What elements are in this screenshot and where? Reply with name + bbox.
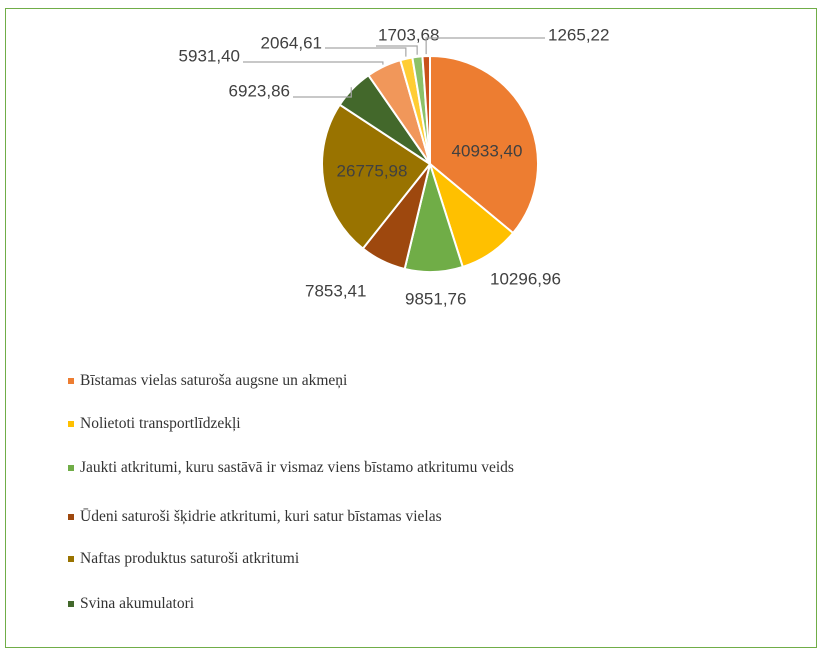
leader-line (243, 61, 384, 65)
legend-swatch (68, 421, 74, 427)
leader-line (425, 37, 545, 55)
legend-label: Ūdeni saturoši šķidrie atkritumi, kuri s… (80, 508, 442, 525)
pie-slice (429, 54, 539, 235)
legend-item: Bīstamas vielas saturoša augsne un akmeņ… (68, 372, 620, 390)
legend-item: Jaukti atkritumi, kuru sastāvā ir vismaz… (68, 459, 620, 477)
data-label: 26775,98 (337, 161, 408, 180)
leader-line (376, 45, 418, 55)
legend-label: Jaukti atkritumi, kuru sastāvā ir vismaz… (80, 459, 514, 476)
data-label: 40933,40 (452, 141, 523, 160)
legend-swatch (68, 601, 74, 607)
data-label: 5931,40 (179, 46, 240, 65)
legend-label: Nolietoti transportlīdzekļi (80, 415, 241, 432)
data-label: 2064,61 (261, 33, 322, 52)
leader-line (293, 87, 352, 98)
chart-frame (5, 8, 817, 648)
data-label: 7853,41 (305, 281, 366, 300)
legend-swatch (68, 556, 74, 562)
data-label: 10296,96 (490, 269, 561, 288)
legend-item: Svina akumulatori (68, 595, 620, 613)
legend-item: Ūdeni saturoši šķidrie atkritumi, kuri s… (68, 508, 620, 526)
legend-label: Naftas produktus saturoši atkritumi (80, 550, 300, 567)
legend-label: Bīstamas vielas saturoša augsne un akmeņ… (80, 372, 348, 389)
data-label: 6923,86 (229, 81, 290, 100)
pie-slice (321, 103, 432, 250)
pie-slice (421, 54, 431, 165)
legend-label: Svina akumulatori (80, 595, 195, 612)
data-label: 9851,76 (405, 289, 466, 308)
legend-item: Nolietoti transportlīdzekļi (68, 415, 620, 433)
legend-swatch (68, 378, 74, 384)
data-label: 1703,68 (378, 25, 439, 44)
data-label: 1265,22 (548, 25, 609, 44)
legend-swatch (68, 465, 74, 471)
legend-item: Naftas produktus saturoši atkritumi (68, 550, 620, 568)
leader-line (325, 47, 407, 57)
legend-swatch (68, 514, 74, 520)
